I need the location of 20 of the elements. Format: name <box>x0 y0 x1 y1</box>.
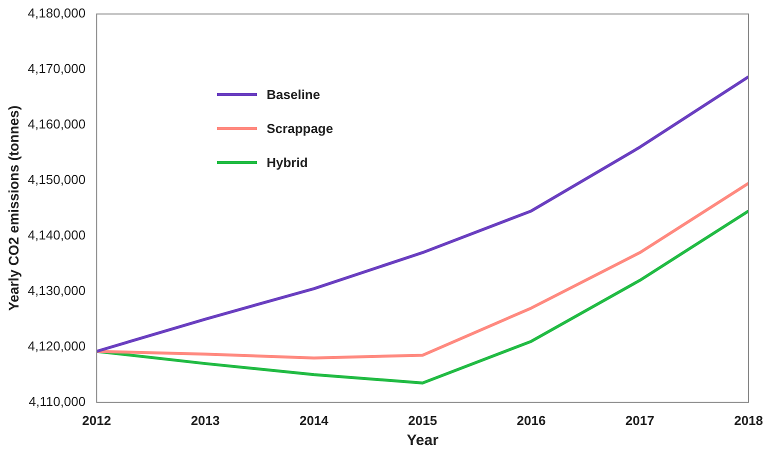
y-tick-label: 4,140,000 <box>28 228 86 243</box>
legend-label: Baseline <box>266 86 320 102</box>
x-axis-title: Year <box>406 432 439 450</box>
x-tick-label: 2017 <box>625 412 654 428</box>
x-tick-label: 2015 <box>408 412 438 428</box>
x-tick-label: 2014 <box>299 412 330 428</box>
y-tick-label: 4,170,000 <box>28 61 86 76</box>
y-tick-label: 4,180,000 <box>28 6 86 21</box>
y-tick-label: 4,150,000 <box>28 172 86 188</box>
legend-label: Hybrid <box>266 154 308 170</box>
x-tick-label: 2016 <box>516 412 546 428</box>
y-tick-label: 4,120,000 <box>28 338 86 354</box>
y-axis-title: Yearly CO2 emissions (tonnes) <box>5 105 22 311</box>
y-tick-label: 4,130,000 <box>28 283 86 298</box>
legend-label: Scrappage <box>266 120 334 136</box>
x-tick-label: 2012 <box>82 412 112 428</box>
y-tick-label: 4,160,000 <box>28 116 86 132</box>
x-tick-label: 2018 <box>734 412 763 428</box>
y-tick-label: 4,110,000 <box>28 394 86 409</box>
x-tick-label: 2013 <box>190 412 220 428</box>
